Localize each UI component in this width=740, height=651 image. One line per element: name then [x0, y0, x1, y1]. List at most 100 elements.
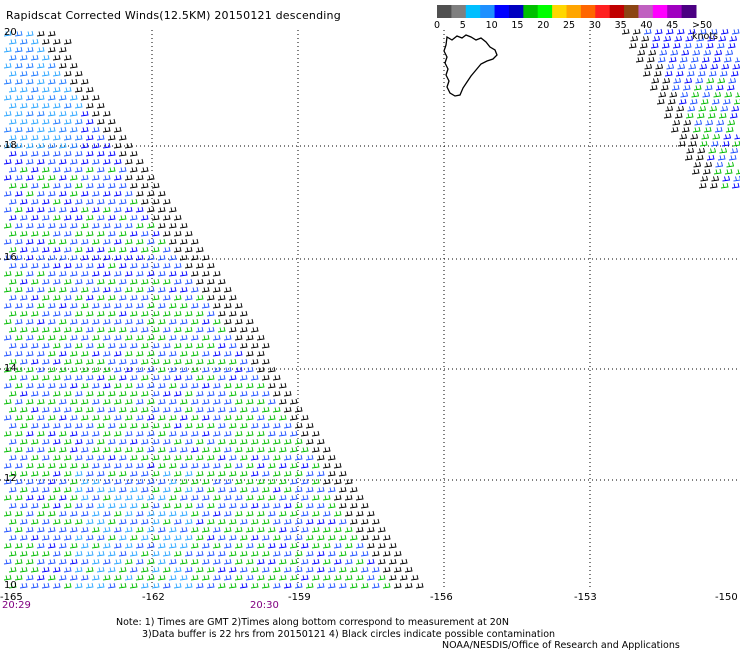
wind-barb [295, 439, 302, 444]
wind-barb [130, 391, 137, 396]
wind-barb [130, 359, 137, 364]
wind-barb [196, 327, 203, 332]
wind-barb [81, 79, 88, 84]
wind-barb [103, 543, 110, 548]
wind-barb [295, 423, 302, 428]
wind-barb [235, 447, 242, 452]
wind-barb [284, 535, 291, 540]
legend-bin [437, 5, 452, 18]
wind-barb [15, 415, 22, 420]
wind-barb [114, 575, 121, 580]
wind-barb [207, 359, 214, 364]
wind-barb [262, 375, 269, 380]
wind-barb [9, 567, 16, 572]
wind-barb [147, 207, 154, 212]
wind-barb [705, 162, 712, 167]
wind-barb [684, 43, 691, 48]
wind-barb [163, 471, 170, 476]
wind-barb [273, 439, 280, 444]
wind-barb [42, 87, 49, 92]
wind-barb [81, 223, 88, 228]
wind-barb [152, 391, 159, 396]
wind-barb [257, 431, 264, 436]
wind-barb [229, 391, 236, 396]
lon-label-162: -162 [142, 592, 165, 603]
wind-barb [31, 151, 38, 156]
wind-barb [169, 319, 176, 324]
wind-barb [37, 319, 44, 324]
wind-barb [130, 423, 137, 428]
wind-barb [114, 431, 121, 436]
wind-barb [158, 383, 165, 388]
wind-barb [158, 511, 165, 516]
wind-barb [37, 207, 44, 212]
wind-barb [191, 351, 198, 356]
wind-barb [130, 263, 137, 268]
wind-barb [675, 113, 682, 118]
wind-barb [722, 64, 729, 69]
wind-barb [59, 559, 66, 564]
wind-barb [9, 375, 16, 380]
wind-barb [26, 239, 33, 244]
wind-barb [224, 431, 231, 436]
wind-barb [229, 359, 236, 364]
wind-barb [185, 423, 192, 428]
wind-barb [53, 535, 60, 540]
wind-barb [64, 39, 71, 44]
wind-barb [733, 141, 740, 146]
wind-barb [279, 447, 286, 452]
wind-barb [685, 78, 692, 83]
wind-barb [26, 31, 33, 36]
legend-label: 0 [434, 20, 440, 31]
wind-barb [306, 583, 313, 588]
wind-barb [328, 567, 335, 572]
wind-barb [86, 135, 93, 140]
wind-barb [70, 319, 77, 324]
wind-barb [20, 391, 27, 396]
wind-barb [4, 95, 11, 100]
wind-barb [86, 263, 93, 268]
wind-barb [4, 111, 11, 116]
wind-barb [202, 255, 209, 260]
wind-barb [108, 327, 115, 332]
wind-barb [48, 207, 55, 212]
wind-barb [690, 99, 697, 104]
wind-barb [136, 319, 143, 324]
wind-barb [130, 183, 137, 188]
wind-barb [114, 479, 121, 484]
wind-barb [218, 327, 225, 332]
wind-barb [70, 527, 77, 532]
lon-label-150: -150 [715, 592, 738, 603]
wind-barb [9, 55, 16, 60]
wind-barb [81, 239, 88, 244]
wind-barb [130, 199, 137, 204]
wind-barb [246, 383, 253, 388]
wind-barb [92, 159, 99, 164]
wind-barb [680, 134, 687, 139]
wind-barb [31, 487, 38, 492]
wind-barb [163, 215, 170, 220]
wind-barb [152, 343, 159, 348]
wind-barb [26, 351, 33, 356]
wind-barb [53, 567, 60, 572]
wind-barb [174, 423, 181, 428]
wind-barb [86, 455, 93, 460]
wind-barb [53, 231, 60, 236]
wind-barb [301, 575, 308, 580]
wind-barb [246, 511, 253, 516]
wind-barb [213, 575, 220, 580]
wind-barb [4, 63, 11, 68]
wind-barb [59, 399, 66, 404]
wind-barb [15, 207, 22, 212]
wind-barb [163, 375, 170, 380]
wind-barb [240, 439, 247, 444]
wind-barb [693, 50, 700, 55]
wind-barb [196, 343, 203, 348]
wind-barb [246, 447, 253, 452]
wind-barb [207, 311, 214, 316]
wind-barb [81, 351, 88, 356]
wind-barb [42, 263, 49, 268]
wind-barb [715, 50, 722, 55]
wind-barb [323, 511, 330, 516]
wind-barb [152, 359, 159, 364]
